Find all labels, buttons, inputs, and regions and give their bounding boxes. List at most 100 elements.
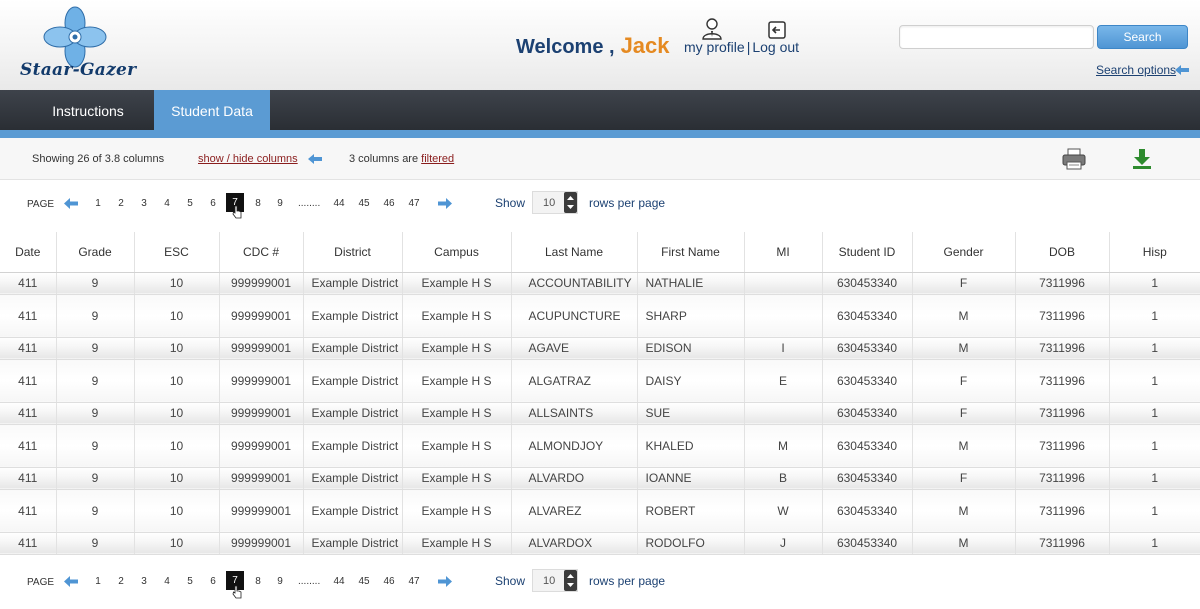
my-profile-link[interactable]: my profile: [684, 39, 745, 55]
search-button[interactable]: Search: [1097, 25, 1188, 49]
cell-first-name: IOANNE: [637, 467, 745, 490]
column-header-gender[interactable]: Gender: [912, 232, 1016, 273]
cell-esc: 10: [134, 532, 220, 555]
column-header-hisp[interactable]: Hisp: [1109, 232, 1200, 273]
cell-dob: 7311996: [1015, 532, 1110, 555]
staar-gazer-logo[interactable]: [18, 4, 130, 84]
page-link[interactable]: 47: [408, 198, 420, 209]
cell-hisp: 1: [1109, 467, 1200, 490]
search-input[interactable]: [899, 25, 1094, 49]
cell-gender: F: [912, 359, 1016, 403]
search-options-link[interactable]: Search options: [1096, 63, 1177, 77]
student-data-table: Date Grade ESC CDC # District Campus Las…: [0, 232, 1200, 555]
page-link[interactable]: 3: [141, 576, 147, 587]
rows-per-page-stepper[interactable]: 10: [532, 191, 578, 214]
spinner-arrows-icon[interactable]: [564, 570, 577, 591]
rows-per-page-stepper[interactable]: 10: [532, 569, 578, 592]
page-link[interactable]: 46: [383, 198, 395, 209]
table-row[interactable]: 411 9 10 999999001 Example District Example H…: [0, 402, 1200, 425]
column-header-esc[interactable]: ESC: [134, 232, 220, 273]
page-link[interactable]: 44: [333, 198, 345, 209]
show-hide-columns-link[interactable]: show / hide columns: [198, 153, 298, 165]
page-link[interactable]: 9: [277, 576, 283, 587]
page-link[interactable]: 4: [164, 576, 170, 587]
column-header-mi[interactable]: MI: [744, 232, 823, 273]
page-link[interactable]: 2: [118, 576, 124, 587]
table-row[interactable]: 411 9 10 999999001 Example District Example H…: [0, 359, 1200, 403]
grid-toolbar: Showing 26 of 3.8 columns show / hide co…: [0, 138, 1200, 180]
cell-dob: 7311996: [1015, 359, 1110, 403]
user-profile-icon[interactable]: [702, 18, 722, 40]
tab-student-data[interactable]: Student Data: [154, 90, 270, 130]
column-header-date[interactable]: Date: [0, 232, 57, 273]
tab-instructions[interactable]: Instructions: [52, 103, 124, 119]
next-page-icon[interactable]: [437, 575, 453, 588]
column-header-district[interactable]: District: [303, 232, 403, 273]
cell-last-name: ACCOUNTABILITY: [511, 272, 638, 295]
page-link[interactable]: 45: [358, 576, 370, 587]
current-page[interactable]: 7: [226, 571, 244, 590]
page-link[interactable]: 8: [255, 576, 261, 587]
cell-grade: 9: [56, 467, 135, 490]
page-link[interactable]: 6: [210, 198, 216, 209]
page-link[interactable]: 45: [358, 198, 370, 209]
welcome-message: Welcome , Jack: [516, 33, 670, 59]
page-link[interactable]: 6: [210, 576, 216, 587]
prev-page-icon[interactable]: [63, 575, 79, 588]
table-row[interactable]: 411 9 10 999999001 Example District Example H…: [0, 467, 1200, 490]
arrow-left-icon[interactable]: [1174, 64, 1190, 76]
page-link[interactable]: 8: [255, 198, 261, 209]
page-link[interactable]: 5: [187, 198, 193, 209]
prev-page-icon[interactable]: [63, 197, 79, 210]
cell-esc: 10: [134, 337, 220, 360]
cell-last-name: AGAVE: [511, 337, 638, 360]
rows-per-page-label: rows per page: [589, 574, 666, 588]
page-link[interactable]: 1: [95, 198, 101, 209]
download-icon[interactable]: [1131, 148, 1153, 170]
table-row[interactable]: 411 9 10 999999001 Example District Example H…: [0, 337, 1200, 360]
cell-last-name: ALLSAINTS: [511, 402, 638, 425]
table-row[interactable]: 411 9 10 999999001 Example District Example H…: [0, 272, 1200, 295]
print-icon[interactable]: [1062, 148, 1086, 170]
column-header-cdc[interactable]: CDC #: [219, 232, 304, 273]
next-page-icon[interactable]: [437, 197, 453, 210]
cell-district: Example District: [303, 337, 403, 360]
page-link[interactable]: 1: [95, 576, 101, 587]
page-link[interactable]: 9: [277, 198, 283, 209]
cell-hisp: 1: [1109, 489, 1200, 533]
cell-district: Example District: [303, 402, 403, 425]
table-row[interactable]: 411 9 10 999999001 Example District Example H…: [0, 489, 1200, 533]
cell-hisp: 1: [1109, 359, 1200, 403]
table-row[interactable]: 411 9 10 999999001 Example District Example H…: [0, 424, 1200, 468]
show-label: Show: [495, 574, 526, 588]
column-header-dob[interactable]: DOB: [1015, 232, 1110, 273]
page-link[interactable]: 5: [187, 576, 193, 587]
column-header-first-name[interactable]: First Name: [637, 232, 745, 273]
current-page[interactable]: 7: [226, 193, 244, 212]
table-row[interactable]: 411 9 10 999999001 Example District Example H…: [0, 294, 1200, 338]
spinner-arrows-icon[interactable]: [564, 192, 577, 213]
table-row[interactable]: 411 9 10 999999001 Example District Example H…: [0, 532, 1200, 555]
log-out-link[interactable]: Log out: [752, 39, 800, 55]
cell-date: 411: [0, 272, 57, 295]
page-link[interactable]: 2: [118, 198, 124, 209]
column-header-campus[interactable]: Campus: [402, 232, 512, 273]
column-header-last-name[interactable]: Last Name: [511, 232, 638, 273]
page-link[interactable]: 46: [383, 576, 395, 587]
page-link[interactable]: 47: [408, 576, 420, 587]
filtered-link[interactable]: filtered: [421, 153, 455, 165]
cell-first-name: RODOLFO: [637, 532, 745, 555]
pagination-top: PAGE 1 2 3 4 5 6 7 8 9 ........ 44 45 46…: [0, 190, 1200, 219]
logout-icon[interactable]: [768, 21, 786, 39]
column-header-grade[interactable]: Grade: [56, 232, 135, 273]
cell-date: 411: [0, 402, 57, 425]
filtered-prefix: 3 columns are: [349, 153, 422, 165]
column-header-student-id[interactable]: Student ID: [822, 232, 913, 273]
nav-divider: [0, 130, 1200, 138]
cell-date: 411: [0, 424, 57, 468]
page-link[interactable]: 3: [141, 198, 147, 209]
page-link[interactable]: 44: [333, 576, 345, 587]
page-link[interactable]: 4: [164, 198, 170, 209]
cell-student-id: 630453340: [822, 272, 913, 295]
cell-last-name: ALGATRAZ: [511, 359, 638, 403]
